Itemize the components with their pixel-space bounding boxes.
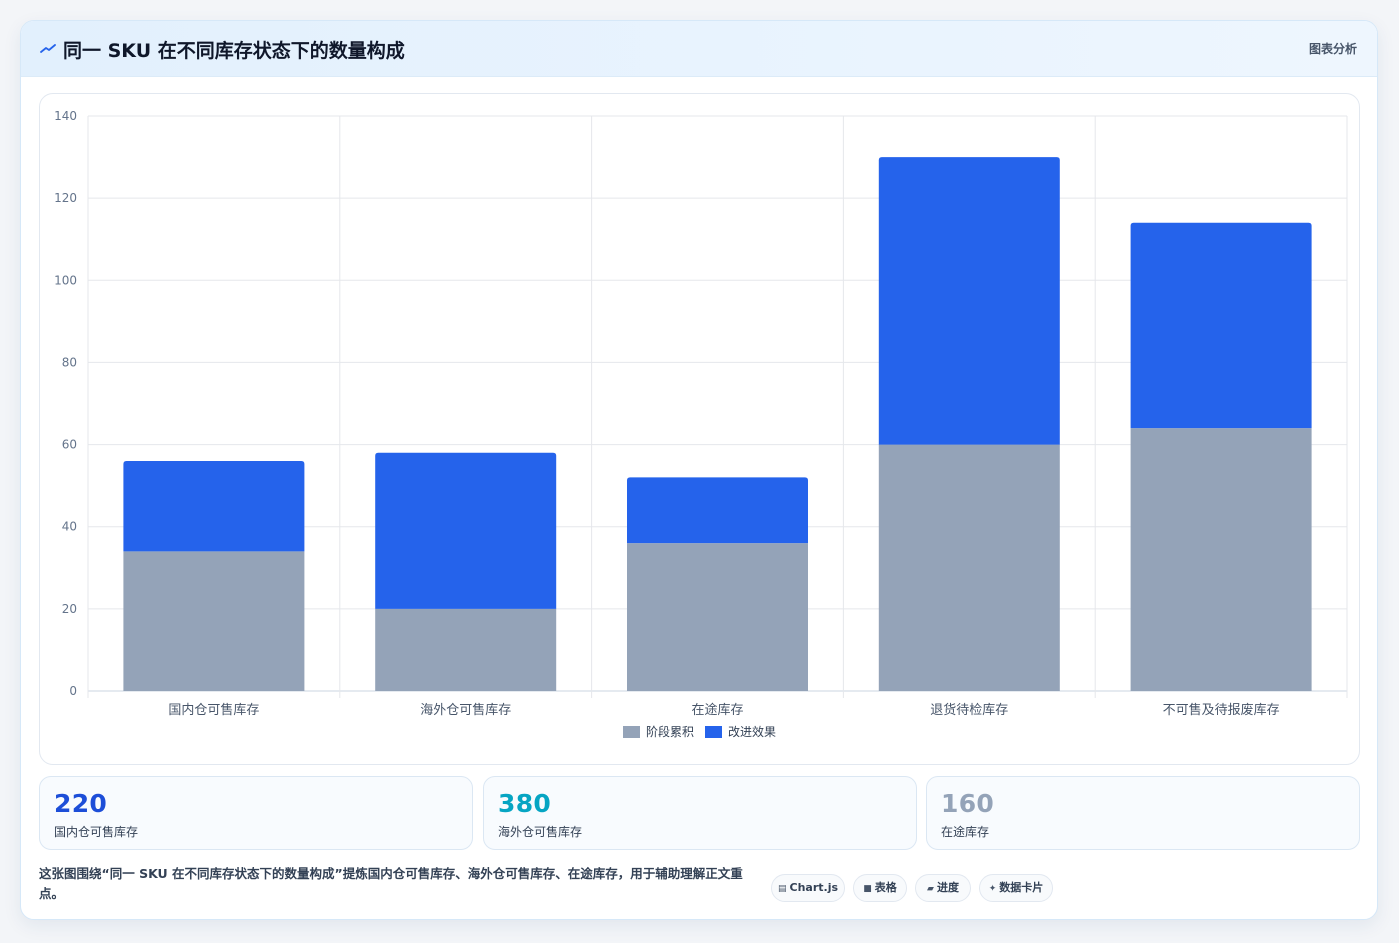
y-tick-label: 0 xyxy=(69,684,77,698)
bar-segment-improvement xyxy=(878,157,1060,445)
chart-panel: 0 20 40 60 80 100 120 140 国内仓可售库存 海外仓可售库存 在途库存 退货待检… xyxy=(39,93,1360,765)
stat-card-overseas: 380 海外仓可售库存 xyxy=(483,776,917,850)
chart-analysis-tag: 图表分析 xyxy=(1308,42,1357,56)
legend-swatch xyxy=(623,726,640,738)
stat-label: 国内仓可售库存 xyxy=(54,825,139,839)
x-tick-label: 海外仓可售库存 xyxy=(420,702,511,718)
legend-label: 改进效果 xyxy=(728,724,776,739)
bar-segment-improvement xyxy=(123,461,305,552)
bar-segment-improvement xyxy=(627,477,808,544)
card-header: 同一 SKU 在不同库存状态下的数量构成 图表分析 xyxy=(21,21,1377,77)
sparkle-icon: ✦ xyxy=(988,884,997,894)
stat-label: 在途库存 xyxy=(941,825,990,839)
table-icon: ■ xyxy=(863,884,872,894)
pill-chartjs[interactable]: ▤ Chart.js xyxy=(771,874,845,902)
bar-segment-stage xyxy=(375,608,557,691)
legend-swatch xyxy=(705,726,722,738)
pill-progress[interactable]: ▰ 进度 xyxy=(915,874,971,902)
stacked-bar-chart: 0 20 40 60 80 100 120 140 国内仓可售库存 海外仓可售库存 在途库存 退货待检… xyxy=(54,109,1348,739)
pill-label: 表格 xyxy=(874,881,897,894)
pill-label: Chart.js xyxy=(789,881,839,894)
trend-line-icon xyxy=(40,44,56,53)
x-tick-label: 在途库存 xyxy=(691,702,743,718)
bar-segment-improvement xyxy=(1130,222,1312,429)
pill-label: 数据卡片 xyxy=(999,881,1044,894)
stat-label: 海外仓可售库存 xyxy=(498,825,583,839)
bar-segment-improvement xyxy=(375,452,557,609)
stat-card-in-transit: 160 在途库存 xyxy=(926,776,1360,850)
bar-segment-stage xyxy=(123,551,305,691)
y-tick-label: 120 xyxy=(54,191,77,205)
stat-cards: 220 国内仓可售库存 380 海外仓可售库存 160 在途库存 xyxy=(39,776,1360,850)
chart-description: 这张图围绕“同一 SKU 在不同库存状态下的数量构成”提炼国内仓可售库存、海外仓… xyxy=(39,866,743,901)
stat-card-domestic: 220 国内仓可售库存 xyxy=(39,776,473,850)
bar-segment-stage xyxy=(878,444,1060,691)
stat-value: 220 xyxy=(54,789,108,818)
pill-data-card[interactable]: ✦ 数据卡片 xyxy=(979,874,1053,902)
stat-value: 160 xyxy=(941,789,995,818)
y-tick-label: 60 xyxy=(62,438,77,452)
y-tick-label: 100 xyxy=(54,273,77,287)
x-tick-label: 退货待检库存 xyxy=(930,702,1008,718)
progress-icon: ▰ xyxy=(927,884,934,894)
y-tick-label: 140 xyxy=(54,109,77,123)
bar-segment-stage xyxy=(1130,428,1312,691)
x-tick-label: 不可售及待报废库存 xyxy=(1163,702,1280,718)
legend-label: 阶段累积 xyxy=(646,724,694,739)
pill-table[interactable]: ■ 表格 xyxy=(853,874,907,902)
stat-value: 380 xyxy=(498,789,552,818)
bar-segment-stage xyxy=(627,543,808,691)
y-tick-label: 80 xyxy=(62,355,77,369)
pill-label: 进度 xyxy=(936,881,959,894)
chart-card: 同一 SKU 在不同库存状态下的数量构成 图表分析 0 20 40 60 80 100 12… xyxy=(20,20,1378,920)
y-tick-label: 40 xyxy=(62,520,77,534)
x-tick-label: 国内仓可售库存 xyxy=(168,702,259,718)
y-tick-label: 20 xyxy=(62,602,77,616)
chart-icon: ▤ xyxy=(777,884,787,894)
page-title: 同一 SKU 在不同库存状态下的数量构成 xyxy=(63,40,405,62)
